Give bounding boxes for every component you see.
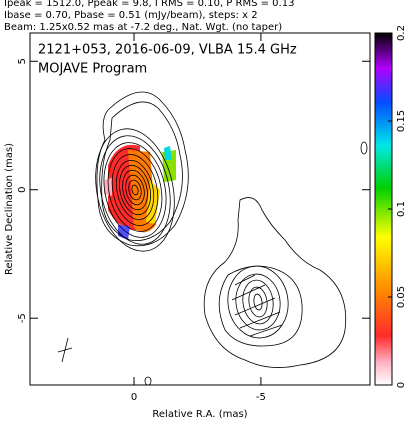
contour (203, 197, 347, 368)
contour (218, 265, 303, 347)
annotation: Beam: 1.25x0.52 mas at -7.2 deg., Nat. W… (4, 22, 282, 33)
contour (95, 128, 175, 252)
map (57, 91, 368, 385)
contour (125, 174, 145, 206)
y-tick-label: 5 (17, 58, 28, 64)
chart-subtitle: MOJAVE Program (38, 62, 147, 77)
contour (253, 293, 263, 311)
contour (115, 160, 155, 220)
jet-contours (227, 265, 289, 339)
chart-title: 2121+053, 2016-06-09, VLBA 15.4 GHz (38, 43, 297, 58)
annotation: Ipeak = 1512.0, Ppeak = 9.8, I RMS = 0.1… (4, 0, 294, 9)
contour (99, 135, 171, 245)
contour (235, 273, 281, 331)
colorbar-tick-label: 0.15 (396, 110, 407, 132)
contour (122, 169, 148, 211)
x-tick-label: 0 (131, 392, 137, 403)
colorbar-tick-label: 0.2 (396, 25, 407, 41)
pol-vectors (231, 274, 283, 337)
contour (107, 148, 163, 232)
annotation: Ibase = 0.70, Pbase = 0.51 (mJy/beam), s… (4, 10, 258, 21)
contour (128, 179, 142, 201)
pol-region (164, 146, 172, 160)
contour (119, 164, 151, 216)
colorbar-tick-label: 0 (396, 382, 407, 388)
contour (144, 376, 152, 385)
y-tick-label: 0 (17, 187, 28, 193)
contour (131, 184, 139, 196)
contour (111, 154, 159, 226)
y-tick-label: -5 (17, 313, 28, 323)
x-axis-label: Relative R.A. (mas) (152, 409, 247, 420)
x-tick-label: -5 (256, 392, 266, 403)
plot-frame (29, 32, 371, 386)
core-contours (95, 128, 175, 252)
contour (227, 265, 289, 339)
pol-region (118, 225, 130, 240)
contour (248, 286, 268, 318)
contour (360, 141, 368, 155)
y-axis-label: Relative Declination (mas) (4, 143, 15, 275)
beam (57, 337, 73, 363)
contour (242, 279, 274, 325)
colorbar-tick-label: 0.05 (396, 286, 407, 308)
colorbar-tick-label: 0.1 (396, 201, 407, 217)
